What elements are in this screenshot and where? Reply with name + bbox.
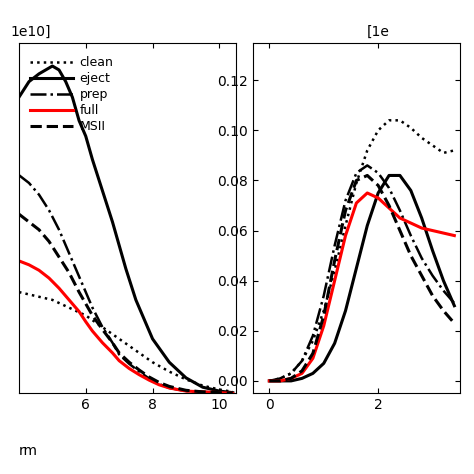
Text: 1e10]: 1e10] [10,25,51,39]
Text: [1e: [1e [367,25,390,39]
Text: rm: rm [19,444,38,458]
Legend: clean, eject, prep, full, MSII: clean, eject, prep, full, MSII [29,56,113,133]
